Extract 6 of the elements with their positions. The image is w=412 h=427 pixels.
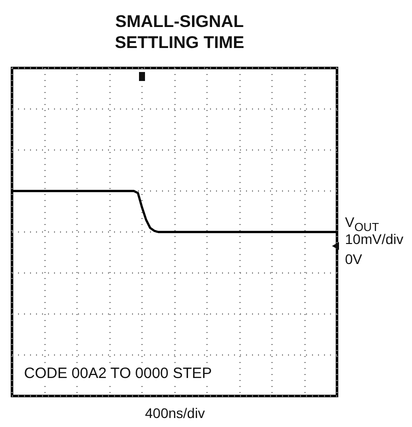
text: 10mV/div [345, 231, 404, 247]
text: CODE 00A2 TO 0000 STEP [22, 364, 214, 383]
text: 0V [345, 251, 362, 267]
chart-title: SMALL-SIGNAL SETTLING TIME [114, 12, 244, 52]
text: V$_{OUT}$ [345, 214, 379, 234]
text: 400ns/div [145, 405, 205, 421]
